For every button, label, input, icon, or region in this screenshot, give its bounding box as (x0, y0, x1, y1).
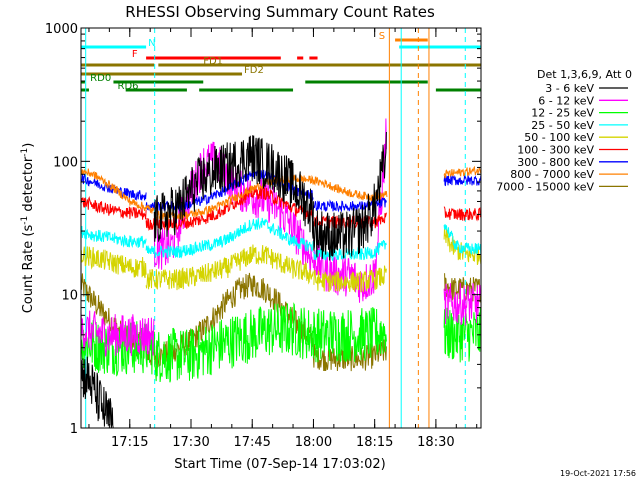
plot-frame (80, 27, 482, 429)
series-line (145, 272, 314, 369)
legend-label: 800 - 7000 keV (510, 168, 594, 181)
x-tick-label: 18:30 (417, 435, 454, 450)
series-line (443, 307, 481, 363)
y-tick-label: 10 (61, 289, 78, 304)
x-tick-label: 17:30 (172, 435, 209, 450)
flag-label: F (132, 49, 138, 60)
flag-label: N (148, 38, 155, 49)
x-tick-label: 18:15 (356, 435, 393, 450)
series-line (443, 206, 481, 222)
y-axis: 1 10 100 1000 (45, 22, 481, 437)
series-line (312, 307, 387, 363)
series-line (443, 282, 481, 326)
y-tick-label: 1000 (45, 22, 78, 37)
legend-label: 6 - 12 keV (538, 94, 594, 107)
series-line (81, 356, 114, 428)
series-line (145, 217, 314, 259)
y-axis-label: Count Rate (s-1 detector-1) (20, 143, 36, 314)
x-tick-label: 17:45 (233, 435, 270, 450)
series-line (81, 195, 147, 220)
y-tick-label: 1 (70, 422, 78, 437)
series-line (81, 225, 147, 248)
flag-label: FD1 (203, 56, 223, 67)
series-line (81, 166, 155, 214)
legend-header: Det 1,3,6,9, Att 0 (537, 68, 632, 81)
series-line (443, 224, 481, 255)
series-line (312, 239, 387, 262)
flag-label: S (379, 31, 385, 42)
x-axis-label: Start Time (07-Sep-14 17:03:02) (174, 457, 385, 472)
y-tick-label: 100 (53, 155, 78, 170)
flag-label: RD0 (90, 73, 111, 84)
flag-label: FD2 (244, 65, 264, 76)
series-line (153, 141, 314, 273)
footer-timestamp: 19-Oct-2021 17:56 (560, 469, 636, 478)
flag-label: RD6 (118, 81, 139, 92)
series-line (81, 246, 147, 279)
series-line (81, 310, 155, 358)
series-line (312, 131, 387, 261)
series-line (153, 302, 314, 383)
x-tick-label: 17:15 (111, 435, 148, 450)
series-line (313, 265, 387, 293)
legend-label: 100 - 300 keV (517, 144, 594, 157)
series-line (145, 244, 314, 291)
legend-label: 50 - 100 keV (524, 131, 594, 144)
legend-label: 25 - 50 keV (531, 119, 594, 132)
x-axis: 17:15 17:30 17:45 18:00 18:15 18:30 (88, 28, 478, 450)
series-line (153, 135, 314, 243)
legend-label: 300 - 800 keV (517, 156, 594, 169)
x-tick-label: 18:00 (295, 435, 332, 450)
legend-label: 12 - 25 keV (531, 107, 594, 120)
legend-label: 3 - 6 keV (545, 82, 594, 95)
legend-label: 7000 - 15000 keV (496, 180, 594, 193)
chart-title: RHESSI Observing Summary Count Rates (125, 3, 435, 21)
